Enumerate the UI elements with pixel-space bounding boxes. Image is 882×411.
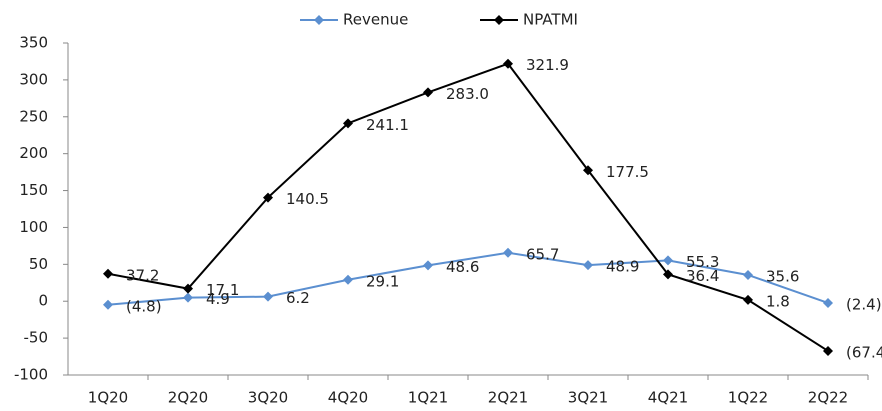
legend-label: NPATMI xyxy=(523,11,578,29)
y-tick-label: 200 xyxy=(19,144,48,162)
point xyxy=(663,269,673,280)
data-label: 241.1 xyxy=(366,116,409,134)
y-tick-label: 50 xyxy=(29,255,48,273)
point xyxy=(103,268,113,279)
x-tick-label: 2Q22 xyxy=(808,389,848,407)
point xyxy=(183,283,193,294)
data-label: 17.1 xyxy=(206,281,239,299)
data-label: (2.4) xyxy=(846,295,882,313)
point xyxy=(423,260,433,271)
x-tick-label: 3Q20 xyxy=(248,389,288,407)
data-label: 36.4 xyxy=(686,267,719,285)
point xyxy=(583,165,593,176)
point xyxy=(743,294,753,305)
x-tick-label: 2Q21 xyxy=(488,389,528,407)
y-tick-label: 250 xyxy=(19,107,48,125)
x-tick-label: 1Q21 xyxy=(408,389,448,407)
point xyxy=(503,247,513,258)
point xyxy=(743,269,753,280)
data-label: 35.6 xyxy=(766,267,799,285)
point xyxy=(263,192,273,203)
data-label: 29.1 xyxy=(366,272,399,290)
point xyxy=(503,58,513,69)
data-label: 283.0 xyxy=(446,85,489,103)
x-tick-label: 3Q21 xyxy=(568,389,608,407)
data-label: (4.8) xyxy=(126,297,162,315)
data-label: 321.9 xyxy=(526,56,569,74)
y-tick-label: -50 xyxy=(24,329,49,347)
legend-label: Revenue xyxy=(343,11,408,29)
y-tick-label: 0 xyxy=(38,292,48,310)
data-label: 1.8 xyxy=(766,292,790,310)
y-tick-label: 100 xyxy=(19,218,48,236)
x-tick-label: 4Q21 xyxy=(648,389,688,407)
point xyxy=(263,291,273,302)
point xyxy=(823,297,833,308)
y-tick-label: 300 xyxy=(19,70,48,88)
x-tick-label: 1Q22 xyxy=(728,389,768,407)
data-label: 37.2 xyxy=(126,266,159,284)
data-label: 55.3 xyxy=(686,253,719,271)
y-tick-label: 150 xyxy=(19,181,48,199)
legend-marker xyxy=(314,15,324,25)
point xyxy=(823,345,833,356)
data-label: 65.7 xyxy=(526,245,559,263)
point xyxy=(103,299,113,310)
data-label: 48.6 xyxy=(446,258,479,276)
data-label: 48.9 xyxy=(606,258,639,276)
point xyxy=(423,87,433,98)
point xyxy=(583,260,593,271)
y-tick-label: 350 xyxy=(19,34,48,52)
x-tick-label: 4Q20 xyxy=(328,389,368,407)
series-line xyxy=(107,62,829,352)
data-label: (67.4) xyxy=(846,343,882,361)
data-label: 4.9 xyxy=(206,290,230,308)
data-label: 177.5 xyxy=(606,163,649,181)
y-tick-label: -100 xyxy=(14,366,48,384)
point xyxy=(183,292,193,303)
x-tick-label: 2Q20 xyxy=(168,389,208,407)
x-tick-label: 1Q20 xyxy=(88,389,128,407)
series-line xyxy=(107,251,829,306)
point xyxy=(663,255,673,266)
point xyxy=(343,118,353,129)
data-label: 6.2 xyxy=(286,289,310,307)
data-label: 140.5 xyxy=(286,190,329,208)
legend-marker xyxy=(494,15,504,25)
point xyxy=(343,274,353,285)
